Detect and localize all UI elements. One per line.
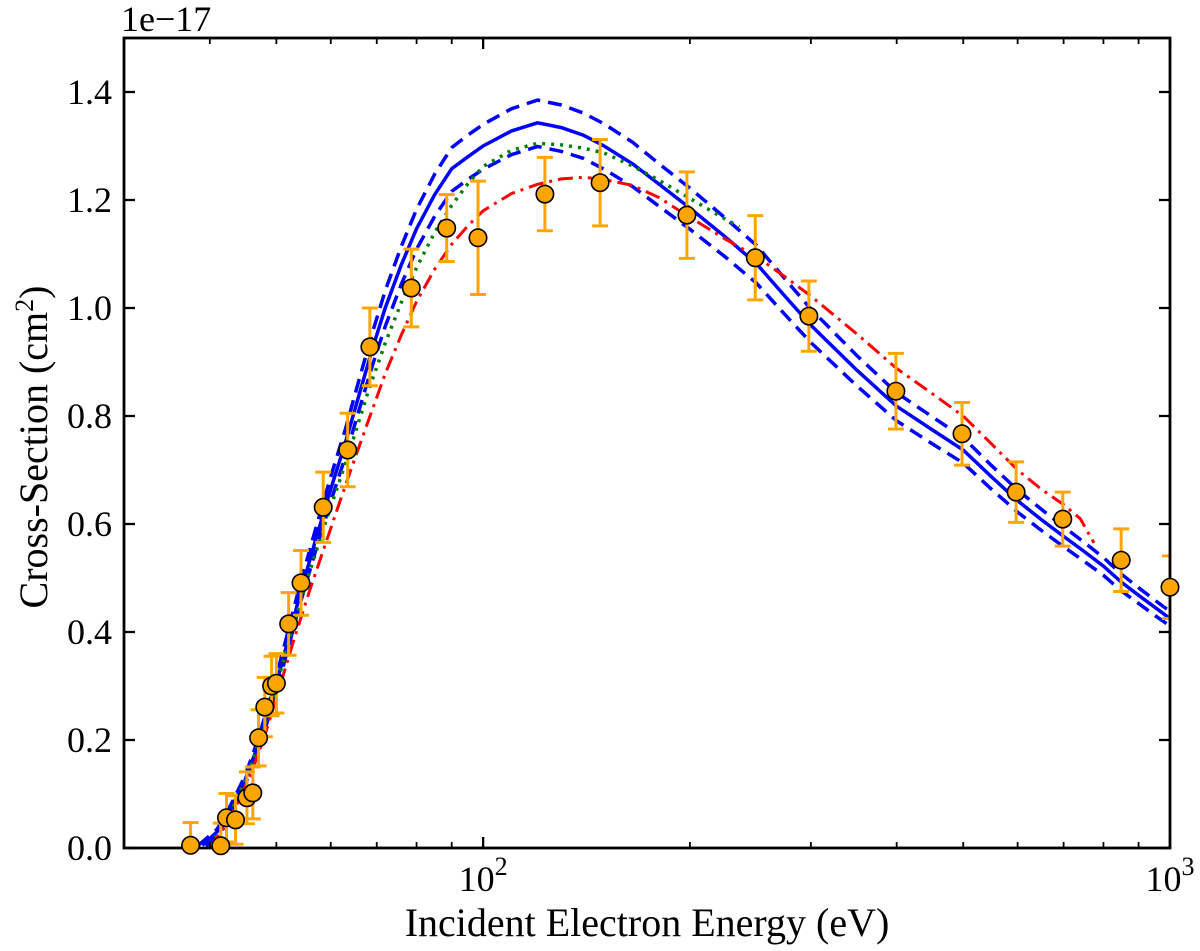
- data-point: [266, 673, 286, 693]
- ticks-layer: [124, 38, 1172, 850]
- data-point: [211, 836, 231, 856]
- y-axis-label: Cross-Section (cm2): [9, 285, 56, 609]
- y-tick-label: 1.2: [67, 180, 112, 220]
- y-tick-label: 0.0: [67, 828, 112, 868]
- data-point: [677, 205, 697, 225]
- data-point: [401, 278, 421, 298]
- y-tick-label: 0.2: [67, 720, 112, 760]
- tick-labels-layer: 0.0 0.2 0.4 0.6 0.8 1.0 1.2 1.4 102 103: [67, 72, 1195, 899]
- data-point: [1111, 550, 1131, 570]
- data-point: [226, 810, 246, 830]
- data-point: [255, 697, 275, 717]
- x-tick-label: 102: [459, 852, 508, 899]
- series-upper-uncertainty-dashed: [197, 98, 1170, 847]
- data-point: [535, 184, 555, 204]
- y-axis-label-text: Cross-Section (cm: [11, 311, 56, 609]
- y-tick-label: 0.8: [67, 396, 112, 436]
- data-point: [1006, 482, 1026, 502]
- y-axis-offset-label: 1e−17: [121, 0, 212, 39]
- data-points-layer: [181, 173, 1180, 856]
- x-tick-label: 103: [1146, 852, 1195, 899]
- data-point: [291, 573, 311, 593]
- data-point: [338, 440, 358, 460]
- data-point: [745, 248, 765, 268]
- series-red-dashdot-theory: [208, 175, 1096, 848]
- data-point: [313, 497, 333, 517]
- series-green-dotted-theory: [208, 141, 741, 847]
- data-point: [590, 173, 610, 193]
- data-point: [279, 614, 299, 634]
- data-point: [1053, 509, 1073, 529]
- y-tick-label: 1.4: [67, 72, 112, 112]
- y-tick-label: 1.0: [67, 288, 112, 328]
- data-point: [1160, 577, 1180, 597]
- data-point: [243, 783, 263, 803]
- data-point: [249, 728, 269, 748]
- data-point: [181, 835, 201, 855]
- y-axis-label-text-close: ): [11, 285, 56, 299]
- y-tick-label: 0.6: [67, 504, 112, 544]
- axes-frame: [122, 36, 1172, 850]
- x-axis-label: Incident Electron Energy (eV): [404, 900, 890, 945]
- data-point: [886, 381, 906, 401]
- y-axis-label-superscript: 2: [9, 298, 39, 312]
- data-point: [360, 337, 380, 357]
- data-point: [952, 424, 972, 444]
- data-point: [468, 228, 488, 248]
- data-point: [437, 218, 457, 238]
- series-recommended-solid: [201, 120, 1170, 847]
- y-tick-label: 0.4: [67, 612, 112, 652]
- data-point: [799, 306, 819, 326]
